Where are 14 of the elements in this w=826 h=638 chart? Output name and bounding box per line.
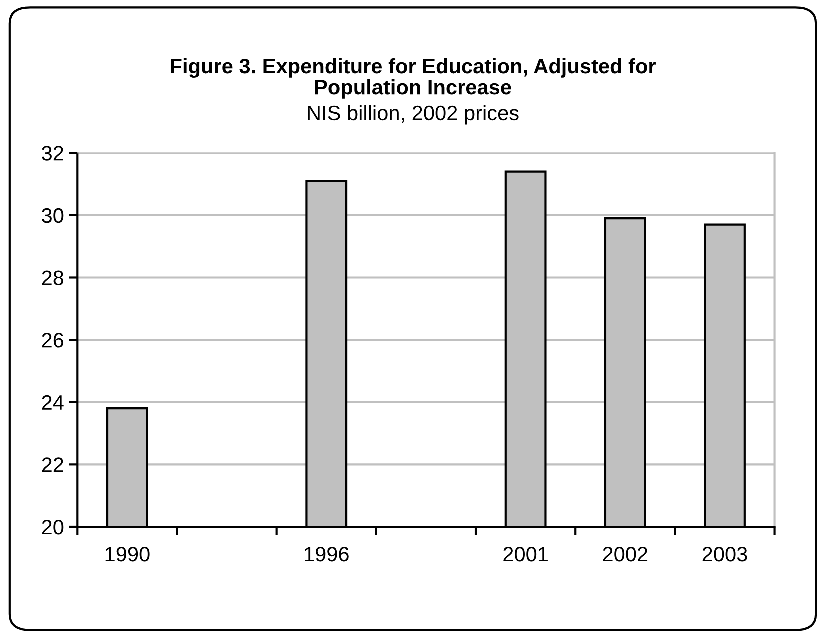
- y-tick-label: 32: [42, 146, 64, 161]
- x-tick-label: 1990: [106, 546, 150, 562]
- x-tick-label: 2001: [504, 546, 548, 562]
- chart-title: Figure 3. Expenditure for Education, Adjusted for Population Increase: [171, 58, 656, 99]
- chart-subtitle: NIS billion, 2002 prices: [308, 105, 519, 125]
- y-tick-label: 22: [42, 458, 64, 472]
- y-tick-label: 20: [42, 520, 64, 535]
- y-tick-label: 26: [42, 333, 64, 348]
- x-tick-label: 1996: [305, 546, 349, 562]
- y-tick-label: 28: [42, 270, 64, 286]
- x-tick-label: 2002: [603, 546, 648, 562]
- y-tick-label: 30: [42, 208, 64, 224]
- x-tick-label: 2003: [702, 546, 748, 562]
- y-tick-label: 24: [42, 395, 64, 410]
